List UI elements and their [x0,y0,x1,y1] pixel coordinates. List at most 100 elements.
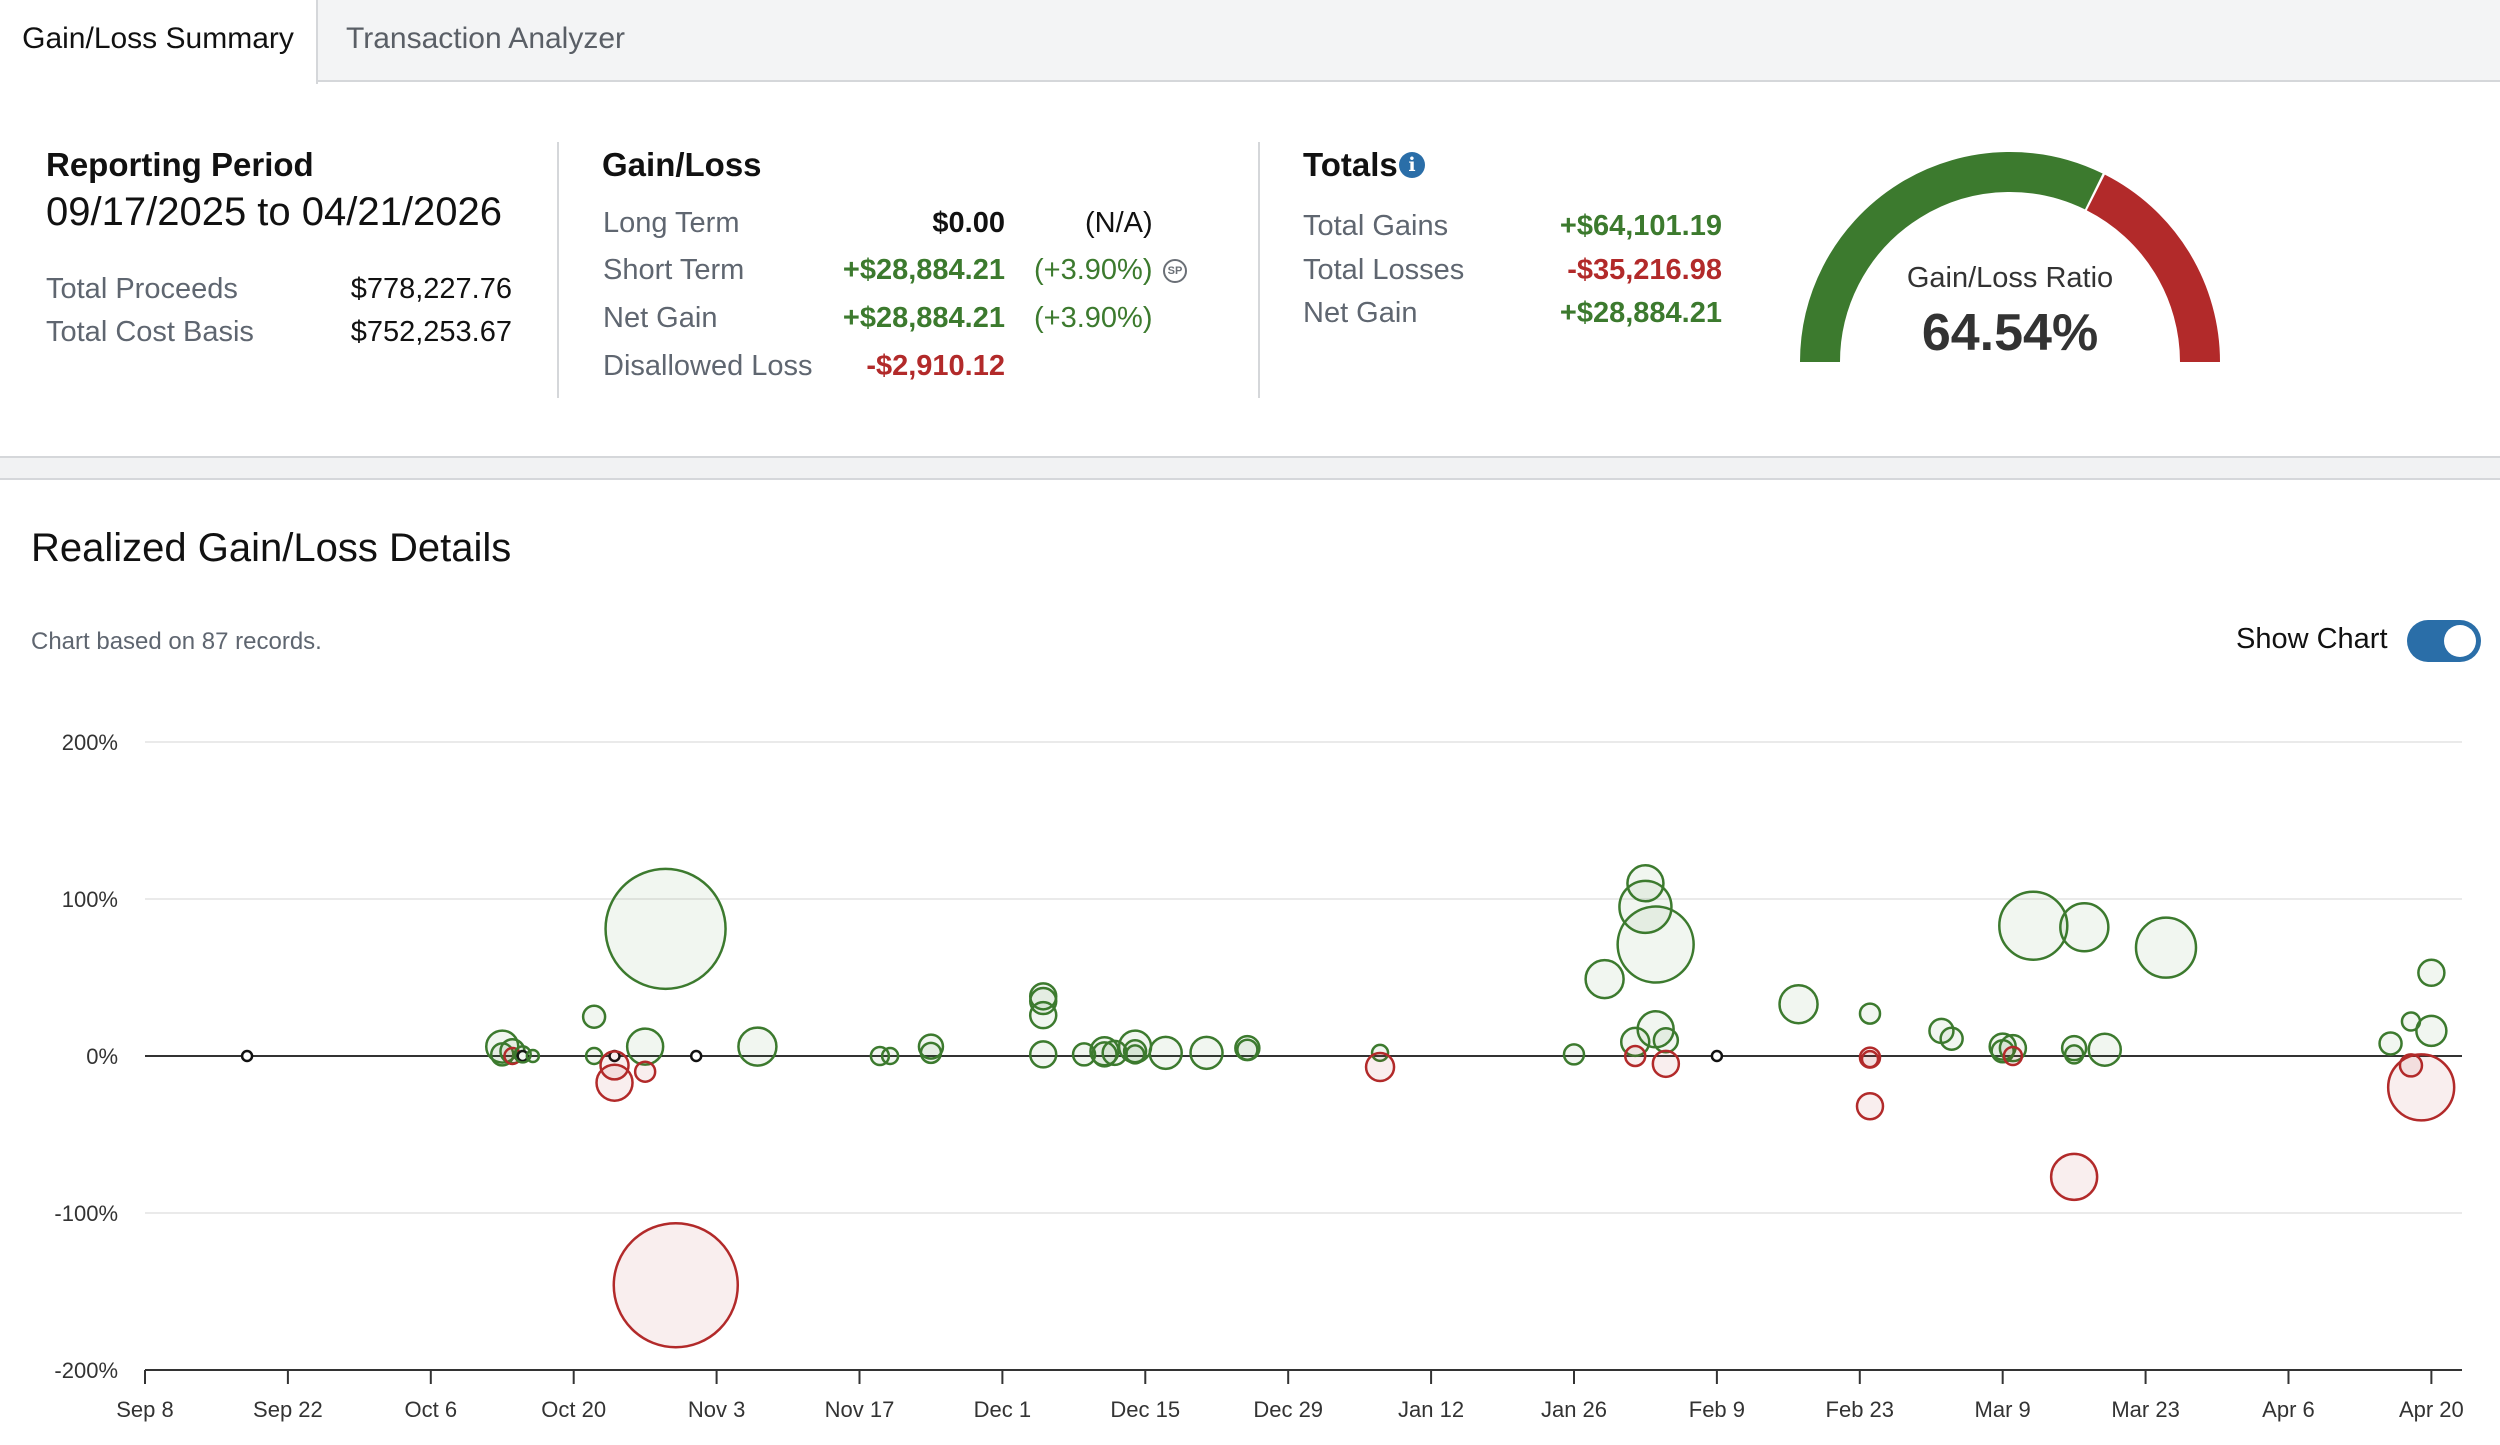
data-point-loss[interactable] [633,1060,657,1083]
data-point-gain[interactable] [625,1027,665,1066]
data-point-loss[interactable] [2002,1045,2024,1067]
data-point-gain[interactable] [1124,1044,1146,1065]
x-tick-label: Dec 15 [1110,1397,1180,1422]
data-point-gain[interactable] [2059,902,2110,953]
x-tick-label: Oct 6 [405,1397,458,1422]
total-cost-basis-value: $752,253.67 [350,316,512,348]
data-point-loss[interactable] [1364,1051,1396,1083]
details-title: Realized Gain/Loss Details [31,526,512,570]
sp-badge-icon[interactable]: SP [1163,259,1187,283]
long-term-label: Long Term [603,207,740,239]
x-tick-label: Nov 17 [825,1397,895,1422]
data-point-loss[interactable] [595,1063,634,1102]
gauge-label: Gain/Loss Ratio [1907,262,2113,294]
divider [557,142,559,398]
x-tick-label: Feb 23 [1826,1397,1895,1422]
data-point-gain[interactable] [1626,864,1665,903]
data-point-gain[interactable] [1652,1027,1680,1054]
short-term-label: Short Term [603,254,745,286]
data-point-neutral[interactable] [1710,1049,1724,1063]
x-tick-label: Jan 12 [1398,1397,1464,1422]
gain-loss-bubble-chart: 200% 100% 0% -100% -200% Sep 8 Sep 22 Oct 6 Oct … [54,730,2464,1422]
data-point-gain[interactable] [1148,1035,1183,1071]
data-point-gain[interactable] [1236,1038,1259,1061]
data-point-neutral[interactable] [689,1049,703,1063]
data-point-loss[interactable] [1623,1044,1647,1068]
data-point-gain[interactable] [581,1004,607,1029]
totals-net-gain-label: Net Gain [1303,297,1418,329]
tab-transaction-analyzer[interactable]: Transaction Analyzer [346,22,626,55]
data-point-gain[interactable] [1584,958,1625,1000]
tab-bar: Gain/Loss Summary Transaction Analyzer [0,0,2500,84]
data-point-gain[interactable] [1858,1002,1882,1025]
data-point-gain[interactable] [2134,916,2198,979]
data-point-neutral[interactable] [240,1049,254,1063]
data-point-gain[interactable] [737,1026,778,1067]
x-tick-label: Jan 26 [1541,1397,1607,1422]
disallowed-loss-label: Disallowed Loss [603,350,813,382]
y-tick-label: 100% [62,887,118,912]
total-gains-label: Total Gains [1303,210,1449,242]
data-point-gain[interactable] [919,1041,943,1065]
tab-gain-loss-summary[interactable]: Gain/Loss Summary [0,0,318,84]
data-point-loss[interactable] [2386,1053,2456,1122]
data-point-loss[interactable] [2049,1152,2099,1202]
data-point-gain[interactable] [2087,1032,2123,1067]
divider [1258,142,1260,398]
y-tick-label: -200% [54,1358,118,1383]
total-proceeds-label: Total Proceeds [46,273,238,305]
x-tick-label: Mar 9 [1975,1397,2031,1422]
long-term-pct: (N/A) [1085,207,1153,239]
total-cost-basis-label: Total Cost Basis [46,316,254,348]
toggle-knob [2444,625,2476,657]
total-gains-value: +$64,101.19 [1559,210,1722,242]
show-chart-toggle[interactable] [2407,620,2481,662]
x-tick-label: Apr 6 [2262,1397,2315,1422]
data-point-gain[interactable] [2378,1031,2403,1056]
data-point-gain[interactable] [1616,905,1695,984]
reporting-period-caption: Reporting Period [46,146,314,183]
gauge-gain-arc [1800,152,2103,363]
data-point-loss[interactable] [1855,1091,1885,1121]
data-point-loss[interactable] [1651,1049,1681,1079]
data-point-gain[interactable] [2060,1034,2088,1062]
data-point-gain[interactable] [1028,1000,1058,1030]
data-point-gain[interactable] [1998,890,2069,961]
info-icon[interactable]: i [1399,152,1425,178]
x-tick-label: Dec 29 [1253,1397,1323,1422]
gain-loss-caption: Gain/Loss [602,146,762,183]
x-tick-label: Sep 22 [253,1397,323,1422]
show-chart-label: Show Chart [2236,623,2388,655]
data-point-gain[interactable] [880,1046,900,1066]
data-point-gain[interactable] [1778,983,1819,1025]
data-point-gain[interactable] [1939,1026,1964,1051]
data-point-gain[interactable] [1562,1043,1586,1066]
data-point-gain[interactable] [525,1048,541,1064]
data-point-gain[interactable] [1028,1040,1058,1069]
data-point-loss[interactable] [1860,1049,1880,1069]
data-point-loss[interactable] [612,1221,740,1349]
data-point-gain[interactable] [2415,1014,2448,1048]
data-point-gain[interactable] [2063,1044,2085,1065]
short-term-pct: (+3.90%) [1034,254,1153,286]
x-tick-label: Apr 20 [2399,1397,2464,1422]
disallowed-loss-value: -$2,910.12 [866,350,1005,382]
y-tick-label: -100% [54,1201,118,1226]
gain-loss-ratio-gauge: Gain/Loss Ratio 64.54% [1800,152,2220,363]
data-point-gain[interactable] [2417,958,2446,988]
gauge-loss-arc [2086,174,2220,363]
data-point-gain[interactable] [1091,1041,1118,1068]
data-point-gain[interactable] [917,1033,945,1060]
net-gain-value: +$28,884.21 [842,302,1005,334]
data-point-gain[interactable] [584,1046,604,1066]
gauge-value: 64.54% [1922,304,2098,362]
reporting-period-range: 09/17/2025 to 04/21/2026 [46,190,502,234]
data-point-loss[interactable] [2398,1053,2424,1078]
y-tick-label: 200% [62,730,118,755]
data-point-gain[interactable] [604,867,727,991]
long-term-value: $0.00 [932,207,1005,239]
section-divider [0,456,2500,480]
totals-caption: Totals [1303,146,1398,183]
data-point-gain[interactable] [1189,1035,1224,1071]
x-tick-label: Oct 20 [541,1397,606,1422]
